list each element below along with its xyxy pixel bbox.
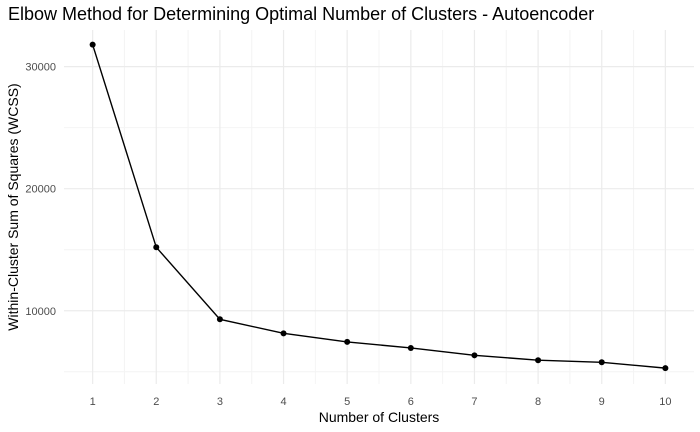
data-point (90, 42, 96, 48)
x-tick-label: 10 (659, 396, 671, 408)
x-axis-label: Number of Clusters (319, 409, 440, 425)
x-tick-label: 1 (90, 396, 96, 408)
x-tick-label: 8 (535, 396, 541, 408)
y-tick-labels: 10000 20000 30000 (25, 62, 56, 318)
data-point (599, 359, 605, 365)
y-tick-label: 30000 (25, 62, 56, 74)
data-point (408, 345, 414, 351)
x-tick-label: 6 (408, 396, 414, 408)
data-point (344, 339, 350, 345)
data-point (662, 365, 668, 371)
x-tick-label: 7 (471, 396, 477, 408)
x-tick-label: 5 (344, 396, 350, 408)
data-point (153, 244, 159, 250)
grid-lines (64, 30, 694, 384)
y-tick-label: 20000 (25, 184, 56, 196)
y-axis-label: Within-Cluster Sum of Squares (WCSS) (5, 83, 21, 330)
x-tick-label: 3 (217, 396, 223, 408)
data-point (217, 316, 223, 322)
data-point (471, 352, 477, 358)
x-tick-label: 4 (280, 396, 286, 408)
y-tick-label: 10000 (25, 306, 56, 318)
x-tick-labels: 1 2 3 4 5 6 7 8 9 10 (90, 396, 672, 408)
data-point (281, 330, 287, 336)
x-tick-label: 2 (153, 396, 159, 408)
x-tick-label: 9 (599, 396, 605, 408)
data-point (535, 357, 541, 363)
